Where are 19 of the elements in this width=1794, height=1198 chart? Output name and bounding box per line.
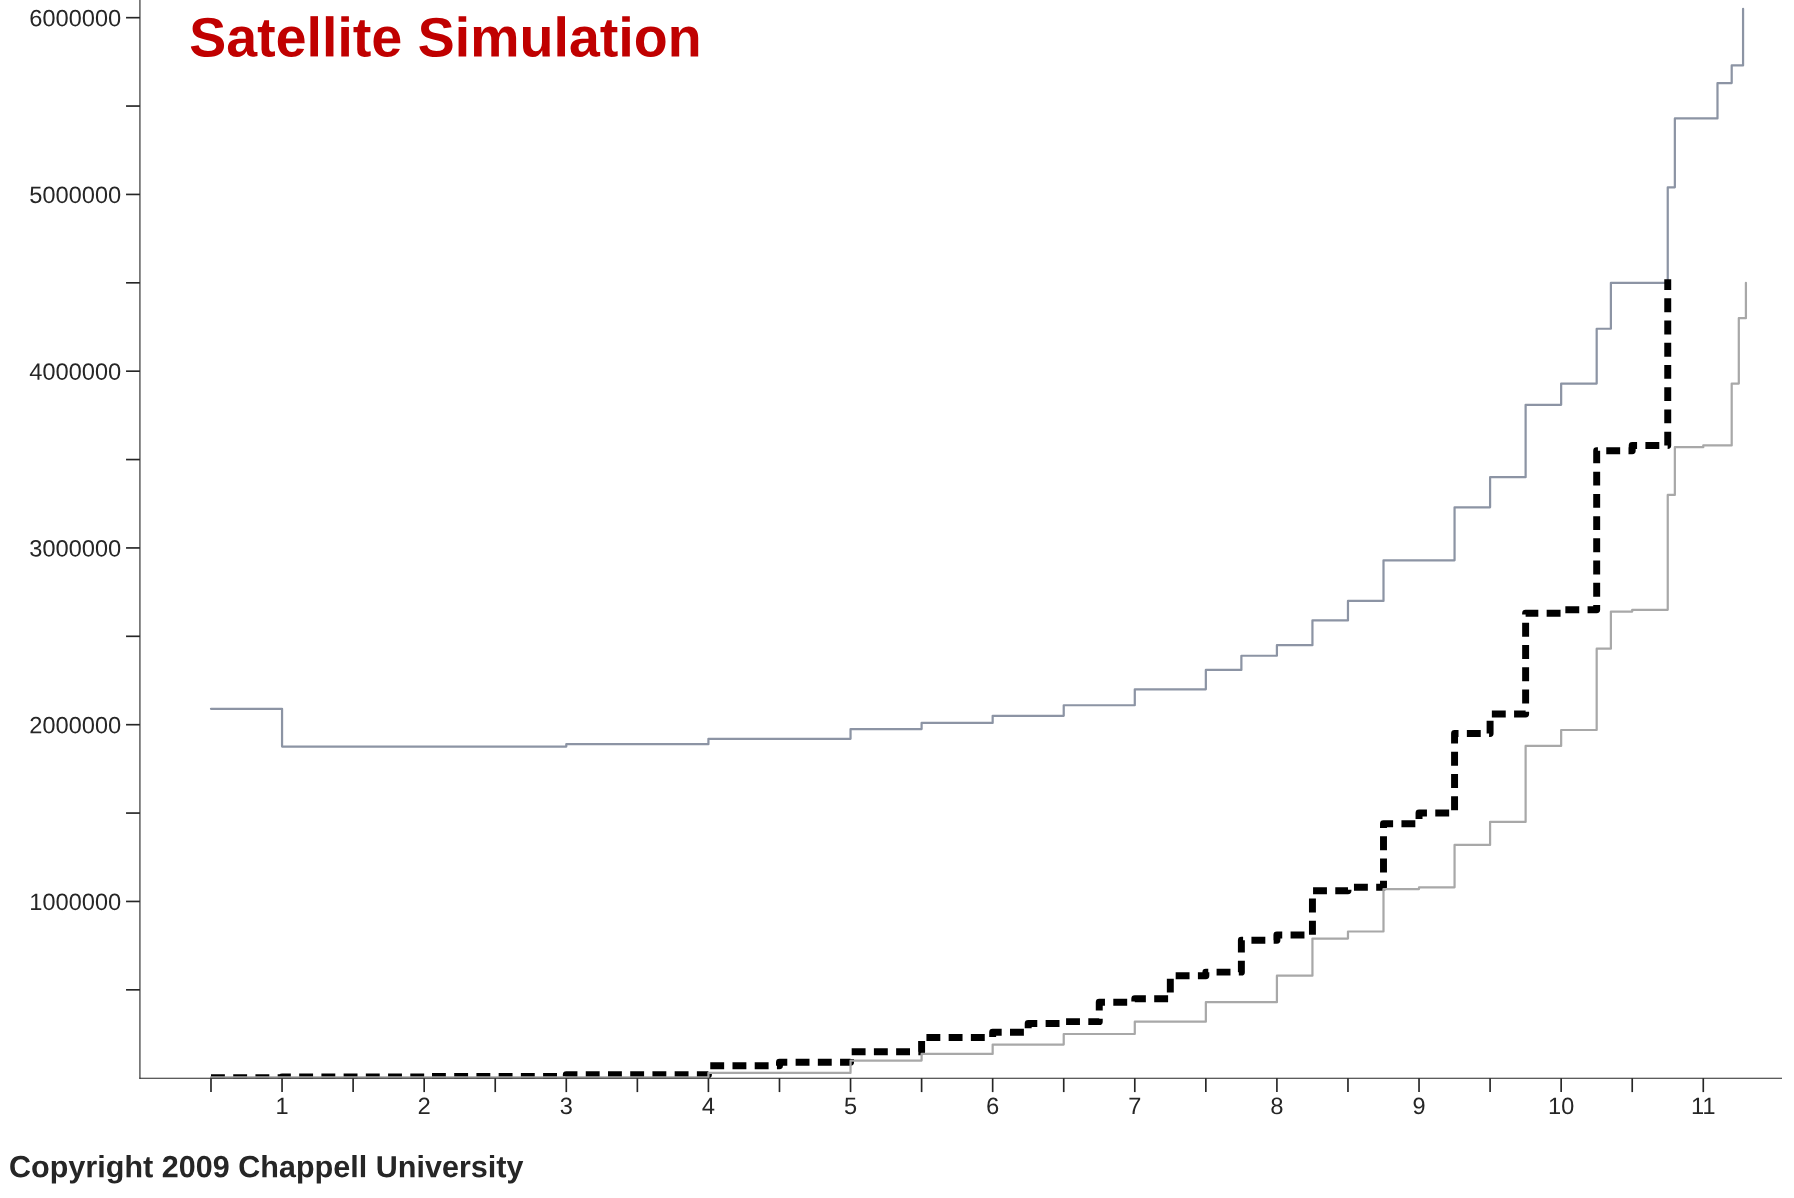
x-tick-label: 5 (844, 1097, 857, 1115)
x-tick-label: 6 (987, 1097, 999, 1115)
x-tick-label: 9 (1413, 1097, 1425, 1115)
y-tick-label: 2000000 (30, 716, 121, 734)
y-tick-label: 5000000 (30, 186, 121, 204)
x-tick-label: 1 (277, 1097, 288, 1115)
x-tick-label: 10 (1549, 1097, 1574, 1115)
y-tick-label: 3000000 (30, 540, 121, 557)
x-tick-label: 7 (1129, 1097, 1141, 1115)
text: Copyright 2009 Chappell University (10, 1155, 524, 1184)
y-tick-label: 4000000 (29, 363, 121, 380)
y-tick-label: 6000000 (30, 9, 121, 27)
x-tick-label: 3 (560, 1097, 572, 1115)
x-tick-label: 8 (1271, 1097, 1283, 1115)
x-tick-label: 4 (702, 1097, 715, 1115)
x-tick-label: 2 (418, 1097, 430, 1115)
chart-title: Satellite Simulation (190, 16, 699, 57)
y-tick-label: 1000000 (31, 893, 121, 911)
x-tick-label: 11 (1692, 1097, 1715, 1115)
